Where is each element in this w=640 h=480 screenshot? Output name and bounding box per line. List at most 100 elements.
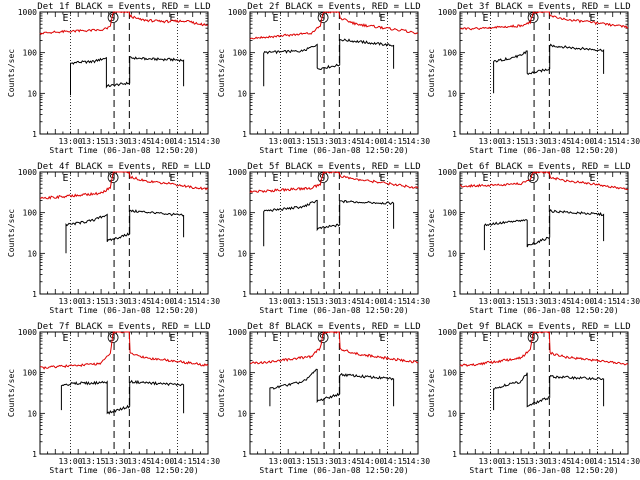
x-tick-label: 14:00	[360, 297, 384, 306]
panel-title: Det 3f BLACK = Events, RED = LLD	[457, 2, 630, 12]
series-events-line	[60, 379, 185, 415]
x-axis-title: Start Time (06-Jan-08 12:50:20)	[259, 146, 408, 155]
y-tick-label: 1	[452, 130, 457, 139]
marker-e-start: E	[273, 173, 279, 184]
panel-det-6: Det 6f BLACK = Events, RED = LLD 1 10 100 10…	[427, 162, 640, 315]
x-tick-label: 13:00	[58, 137, 82, 146]
y-tick-label: 10	[237, 409, 247, 418]
x-tick-label: 13:30	[104, 297, 128, 306]
x-tick-label: 14:15	[173, 457, 197, 466]
x-tick-label: 13:15	[291, 137, 315, 146]
marker-e-end: E	[169, 173, 175, 184]
series-lld-line	[459, 331, 629, 367]
x-tick-label: 13:45	[337, 137, 361, 146]
panel-det-8: Det 8f BLACK = Events, RED = LLD 1 10 100 10…	[217, 322, 430, 475]
y-tick-label: 100	[23, 49, 38, 58]
panel-det-2: Det 2f BLACK = Events, RED = LLD 1 10 100 10…	[217, 2, 430, 155]
y-tick-label: 100	[443, 49, 458, 58]
series-lld-line	[249, 11, 419, 40]
x-axis-title: Start Time (06-Jan-08 12:50:20)	[49, 306, 198, 315]
x-tick-label: 14:00	[570, 457, 594, 466]
y-tick-label: 1000	[228, 8, 247, 17]
x-tick-label: 13:00	[478, 457, 502, 466]
y-tick-label: 1000	[438, 168, 457, 177]
x-tick-label: 14:15	[383, 457, 407, 466]
y-tick-label: 1	[32, 290, 37, 299]
x-tick-label: 14:30	[196, 457, 220, 466]
x-tick-label: 14:30	[616, 137, 640, 146]
x-axis-title: Start Time (06-Jan-08 12:50:20)	[469, 466, 618, 475]
marker-e-start: E	[63, 173, 69, 184]
x-tick-label: 14:15	[173, 137, 197, 146]
y-tick-label: 1	[32, 450, 37, 459]
series-events-line	[65, 209, 185, 254]
plot-frame	[459, 171, 629, 295]
x-tick-label: 13:45	[127, 297, 151, 306]
series-lld-line	[459, 170, 629, 191]
x-tick-label: 13:15	[81, 137, 105, 146]
series-lld-line	[459, 11, 629, 31]
x-tick-label: 13:15	[291, 457, 315, 466]
x-tick-label: 13:15	[501, 137, 525, 146]
x-tick-label: 13:15	[291, 297, 315, 306]
x-tick-label: 13:30	[524, 457, 548, 466]
x-axis-title: Start Time (06-Jan-08 12:50:20)	[259, 466, 408, 475]
marker-e-start: E	[273, 333, 279, 344]
y-tick-label: 10	[237, 249, 247, 258]
series-lld-line	[249, 330, 419, 365]
x-tick-label: 13:00	[268, 137, 292, 146]
x-tick-label: 14:00	[150, 457, 174, 466]
x-tick-label: 13:30	[104, 457, 128, 466]
plot-frame	[459, 11, 629, 135]
x-tick-label: 14:15	[593, 457, 617, 466]
x-tick-label: 14:15	[593, 137, 617, 146]
y-axis-title: Counts/sec	[217, 209, 226, 257]
panel-det-3: Det 3f BLACK = Events, RED = LLD 1 10 100 10…	[427, 2, 640, 155]
marker-e-end: E	[589, 173, 595, 184]
series-lld-line	[249, 170, 419, 194]
x-axis-title: Start Time (06-Jan-08 12:50:20)	[259, 306, 408, 315]
y-tick-label: 100	[443, 209, 458, 218]
series-events-line	[263, 38, 395, 87]
y-axis-title: Counts/sec	[427, 369, 436, 417]
y-axis-title: Counts/sec	[427, 49, 436, 97]
x-tick-label: 13:45	[547, 297, 571, 306]
marker-s: S	[529, 173, 535, 184]
x-tick-label: 14:15	[383, 137, 407, 146]
marker-e-start: E	[63, 333, 69, 344]
panel-title: Det 6f BLACK = Events, RED = LLD	[457, 162, 630, 172]
y-tick-label: 1000	[228, 168, 247, 177]
panel-title: Det 8f BLACK = Events, RED = LLD	[247, 322, 420, 332]
x-tick-label: 14:30	[406, 297, 430, 306]
y-tick-label: 10	[27, 409, 37, 418]
series-lld-line	[39, 11, 209, 36]
x-tick-label: 14:00	[360, 457, 384, 466]
x-tick-label: 13:15	[501, 457, 525, 466]
y-tick-label: 100	[443, 369, 458, 378]
x-tick-label: 13:45	[337, 297, 361, 306]
y-tick-label: 1000	[228, 328, 247, 337]
y-tick-label: 1000	[18, 8, 37, 17]
marker-e-start: E	[483, 173, 489, 184]
x-tick-label: 13:45	[337, 457, 361, 466]
marker-s: S	[529, 13, 535, 24]
y-tick-label: 100	[233, 209, 248, 218]
y-tick-label: 1000	[438, 328, 457, 337]
x-axis-title: Start Time (06-Jan-08 12:50:20)	[49, 146, 198, 155]
y-tick-label: 10	[447, 249, 457, 258]
plot-frame	[39, 331, 209, 455]
series-lld-line	[40, 331, 209, 370]
series-events-line	[493, 43, 605, 94]
x-tick-label: 13:45	[127, 137, 151, 146]
x-tick-label: 13:30	[104, 137, 128, 146]
panel-title: Det 1f BLACK = Events, RED = LLD	[37, 2, 210, 12]
y-axis-title: Counts/sec	[427, 209, 436, 257]
panel-title: Det 7f BLACK = Events, RED = LLD	[37, 322, 210, 332]
x-tick-label: 14:00	[150, 137, 174, 146]
y-tick-label: 1000	[438, 8, 457, 17]
x-tick-label: 14:30	[406, 457, 430, 466]
x-tick-label: 13:00	[478, 297, 502, 306]
y-tick-label: 10	[447, 89, 457, 98]
y-tick-label: 100	[233, 49, 248, 58]
x-tick-label: 13:00	[58, 297, 82, 306]
